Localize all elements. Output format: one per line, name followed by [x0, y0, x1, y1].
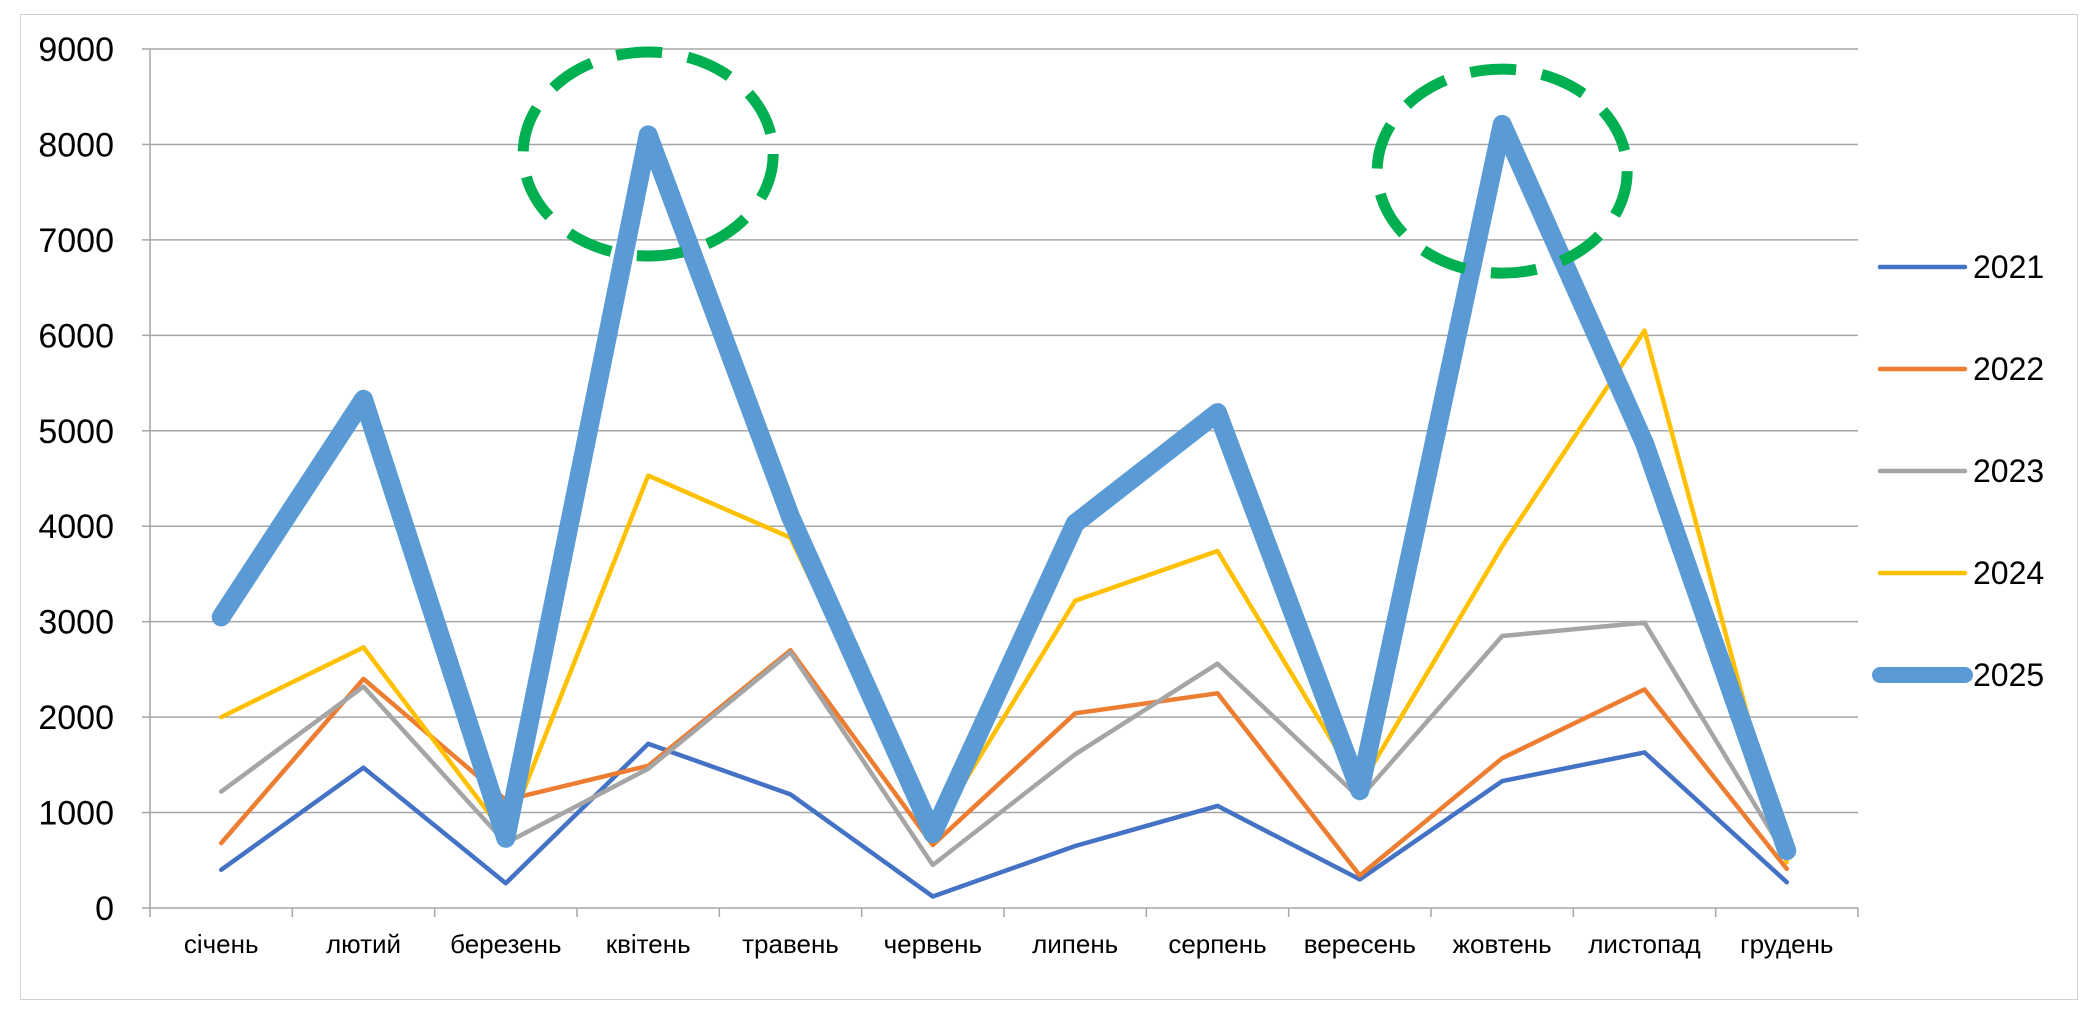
legend-label-2025: 2025	[1973, 657, 2044, 693]
x-tick-label: січень	[184, 929, 259, 959]
series-line-2024	[218, 328, 1790, 865]
y-tick-label: 2000	[38, 699, 114, 737]
x-tick-label: грудень	[1740, 929, 1833, 959]
y-tick-label: 5000	[38, 413, 114, 451]
x-tick-label: вересень	[1304, 929, 1416, 959]
y-tick-label: 9000	[38, 31, 114, 69]
x-tick-label: березень	[450, 929, 561, 959]
legend-label-2022: 2022	[1973, 351, 2044, 387]
x-tick-label: квітень	[606, 929, 691, 959]
y-tick-label: 4000	[38, 508, 114, 546]
y-tick-label: 0	[95, 890, 114, 928]
grid-lines	[150, 48, 1858, 814]
series-line-2021	[218, 741, 1790, 899]
legend-label-2023: 2023	[1973, 453, 2044, 489]
x-tick-label: лютий	[326, 929, 401, 959]
y-axis-ticks: 0 1000 2000 3000 4000 5000 6000 7000 8000 9000	[38, 31, 114, 928]
series-line-2023	[218, 620, 1790, 868]
annotations	[517, 46, 1633, 279]
legend-label-2021: 2021	[1973, 249, 2044, 285]
x-tick-label: жовтень	[1453, 929, 1552, 959]
highlight-ellipse	[517, 46, 779, 262]
x-tick-label: червень	[884, 929, 982, 959]
axes	[142, 48, 1859, 917]
series-line-2025	[211, 114, 1797, 861]
highlight-ellipse	[1371, 63, 1633, 279]
legend-label-2024: 2024	[1973, 555, 2044, 591]
x-tick-label: листопад	[1588, 929, 1700, 959]
legend: 2021 2022 2023 2024 2025	[1872, 249, 2044, 693]
y-tick-label: 7000	[38, 222, 114, 260]
x-axis-ticks: січень лютий березень квітень травень червень…	[184, 929, 1834, 959]
y-tick-label: 1000	[38, 795, 114, 833]
x-tick-label: серпень	[1168, 929, 1266, 959]
y-tick-label: 8000	[38, 126, 114, 164]
y-tick-label: 3000	[38, 604, 114, 642]
y-tick-label: 6000	[38, 317, 114, 355]
series-lines	[211, 114, 1797, 899]
x-tick-label: травень	[742, 929, 839, 959]
x-tick-label: липень	[1032, 929, 1118, 959]
